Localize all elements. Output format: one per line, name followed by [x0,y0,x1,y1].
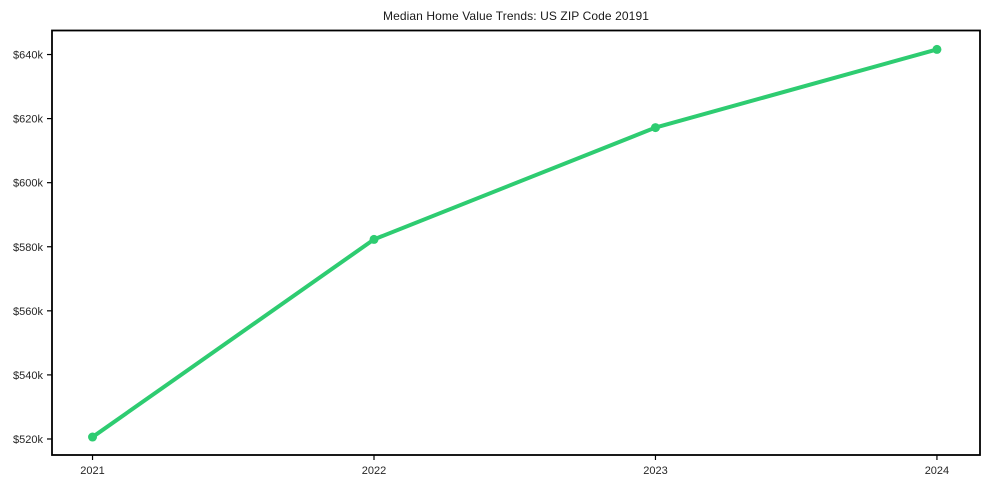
x-tick-label: 2024 [925,465,949,477]
y-tick-label: $580k [13,242,43,254]
x-tick-label: 2023 [643,465,667,477]
plot-border [51,29,981,456]
trend-line [90,47,939,440]
data-point-2023 [650,123,660,133]
y-tick-label: $560k [13,306,43,318]
data-point-2022 [369,234,379,244]
chart-title: Median Home Value Trends: US ZIP Code 20… [382,9,649,23]
data-point-2024 [932,44,942,54]
x-tick-label: 2021 [80,465,104,477]
data-point-2021 [88,432,98,442]
y-tick-label: $620k [13,114,43,126]
y-tick-label: $540k [13,370,43,382]
y-tick-label: $600k [13,178,43,190]
y-tick-label: $520k [13,434,43,446]
y-tick-label: $640k [13,50,43,62]
x-tick-label: 2022 [362,465,386,477]
